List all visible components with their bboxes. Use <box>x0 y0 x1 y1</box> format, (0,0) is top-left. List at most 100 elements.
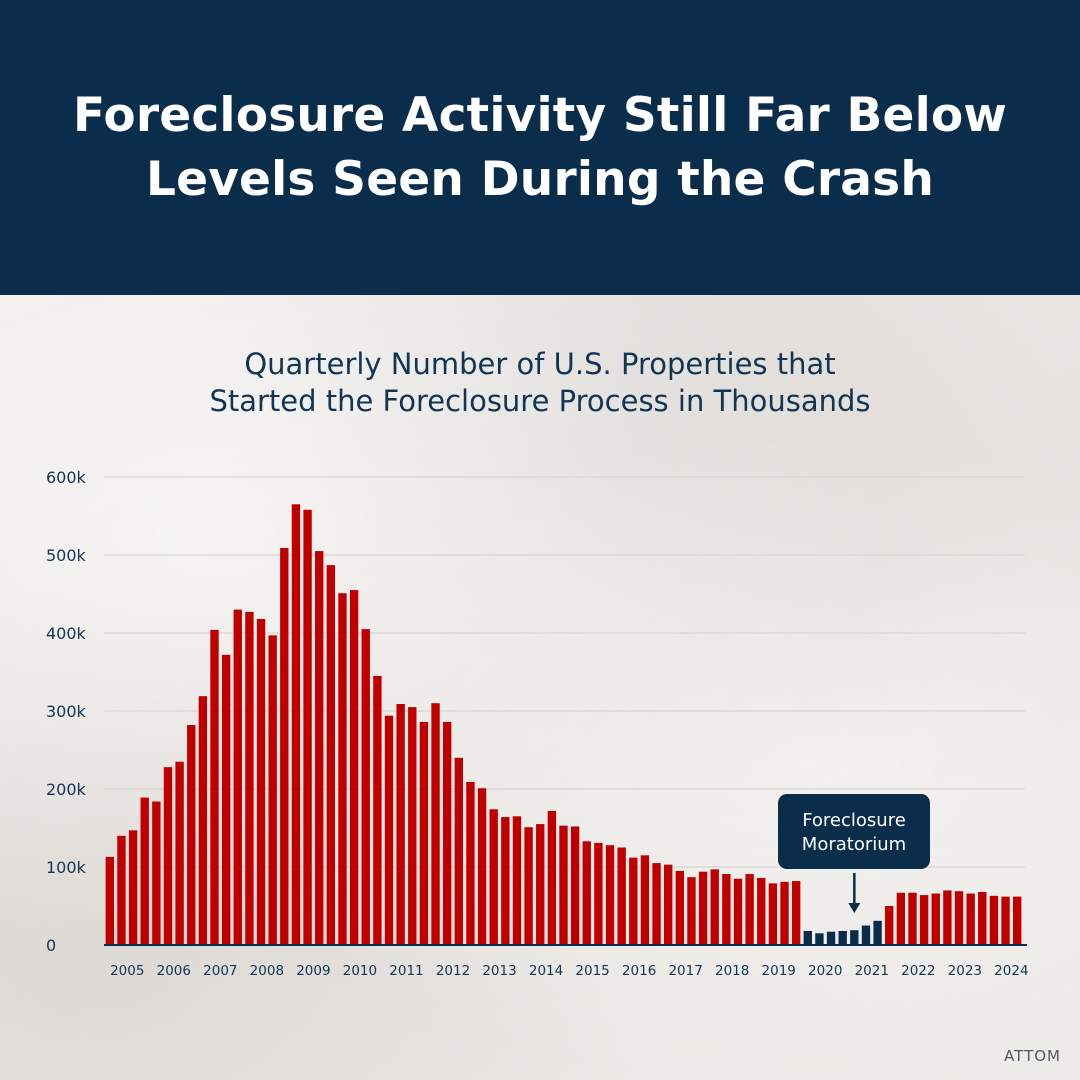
x-tick-label: 2012 <box>436 963 470 979</box>
bar <box>419 721 429 945</box>
bar <box>384 715 394 945</box>
x-tick-label: 2014 <box>529 963 563 979</box>
bar <box>675 870 685 945</box>
bar <box>268 635 277 945</box>
x-tick-label: 2015 <box>575 963 609 979</box>
bar <box>791 881 801 945</box>
bar <box>850 930 859 945</box>
bar <box>396 703 405 945</box>
y-tick-label: 0 <box>46 936 56 955</box>
bar <box>512 816 522 945</box>
bar <box>187 725 196 945</box>
bar <box>745 874 754 945</box>
x-tick-label: 2016 <box>622 963 656 979</box>
y-tick-label: 500k <box>46 546 87 565</box>
annotation-label: Foreclosure <box>802 810 906 831</box>
bar <box>687 877 696 945</box>
bar <box>861 925 871 945</box>
bar <box>233 609 242 945</box>
bar <box>966 893 975 945</box>
bar <box>140 797 149 945</box>
x-tick-label: 2008 <box>250 963 284 979</box>
bar <box>349 590 359 945</box>
bar <box>559 825 568 945</box>
bar <box>303 509 312 945</box>
bar <box>152 801 161 945</box>
bar <box>873 920 882 945</box>
paper-background <box>0 295 1080 1080</box>
bar <box>466 781 475 945</box>
y-tick-label: 600k <box>46 468 87 487</box>
bar <box>954 891 964 945</box>
bar <box>128 830 138 945</box>
bar <box>524 827 533 945</box>
y-tick-label: 300k <box>46 702 87 721</box>
bar <box>594 842 603 945</box>
x-tick-label: 2013 <box>482 963 516 979</box>
bar <box>1001 896 1010 945</box>
bar <box>640 855 650 945</box>
x-tick-label: 2007 <box>203 963 237 979</box>
bar <box>605 845 615 945</box>
bar <box>198 696 208 945</box>
bar <box>664 864 673 945</box>
bar <box>315 551 324 945</box>
bar <box>477 788 487 945</box>
bar <box>454 757 463 945</box>
bar <box>919 895 929 945</box>
x-tick-label: 2024 <box>994 963 1028 979</box>
header-banner: Foreclosure Activity Still Far Below Lev… <box>0 0 1080 295</box>
y-tick-label: 100k <box>46 858 87 877</box>
bar <box>733 878 743 945</box>
bar <box>931 893 940 945</box>
bar <box>373 675 382 945</box>
bar <box>256 618 266 945</box>
annotation-arrow-head <box>848 903 861 913</box>
bar <box>105 856 115 945</box>
y-tick-label: 400k <box>46 624 87 643</box>
bar <box>210 629 219 945</box>
bar <box>408 707 417 945</box>
x-tick-label: 2017 <box>668 963 702 979</box>
bar <box>489 809 498 945</box>
bar <box>768 883 778 945</box>
x-tick-label: 2022 <box>901 963 935 979</box>
x-tick-label: 2011 <box>389 963 423 979</box>
bar-chart: 0 100k 200k 300k 400k 500k 600k 2005 2006 2007 200… <box>46 468 1029 979</box>
x-tick-label: 2018 <box>715 963 749 979</box>
chart-title: Quarterly Number of U.S. Properties that… <box>209 347 871 418</box>
bar <box>117 835 126 945</box>
bar <box>1012 896 1022 945</box>
annotation-box <box>778 794 930 869</box>
bar <box>780 881 789 945</box>
bar <box>338 593 347 945</box>
bar <box>617 847 626 945</box>
y-tick-label: 200k <box>46 780 87 799</box>
bar <box>885 906 894 945</box>
bar <box>943 890 952 945</box>
x-tick-label: 2019 <box>762 963 796 979</box>
bar <box>989 895 999 945</box>
x-tick-label: 2006 <box>157 963 191 979</box>
bar <box>757 877 766 945</box>
bar <box>570 826 580 945</box>
bar <box>710 869 719 945</box>
page-title: Foreclosure Activity Still Far Below Lev… <box>72 87 1008 207</box>
bar <box>896 892 906 945</box>
bar <box>803 930 812 945</box>
bar <box>326 565 336 945</box>
bar <box>291 504 301 945</box>
bar <box>908 892 917 945</box>
x-tick-label: 2021 <box>855 963 889 979</box>
bar <box>280 547 289 945</box>
bar <box>582 841 591 945</box>
annotation-label: Moratorium <box>802 834 906 855</box>
bar <box>163 767 173 945</box>
source-label: ATTOM <box>1004 1047 1061 1065</box>
bar <box>442 721 452 945</box>
bar <box>221 654 231 945</box>
x-tick-label: 2010 <box>343 963 377 979</box>
bar <box>815 933 824 945</box>
bar <box>698 871 708 945</box>
bar <box>629 857 638 945</box>
